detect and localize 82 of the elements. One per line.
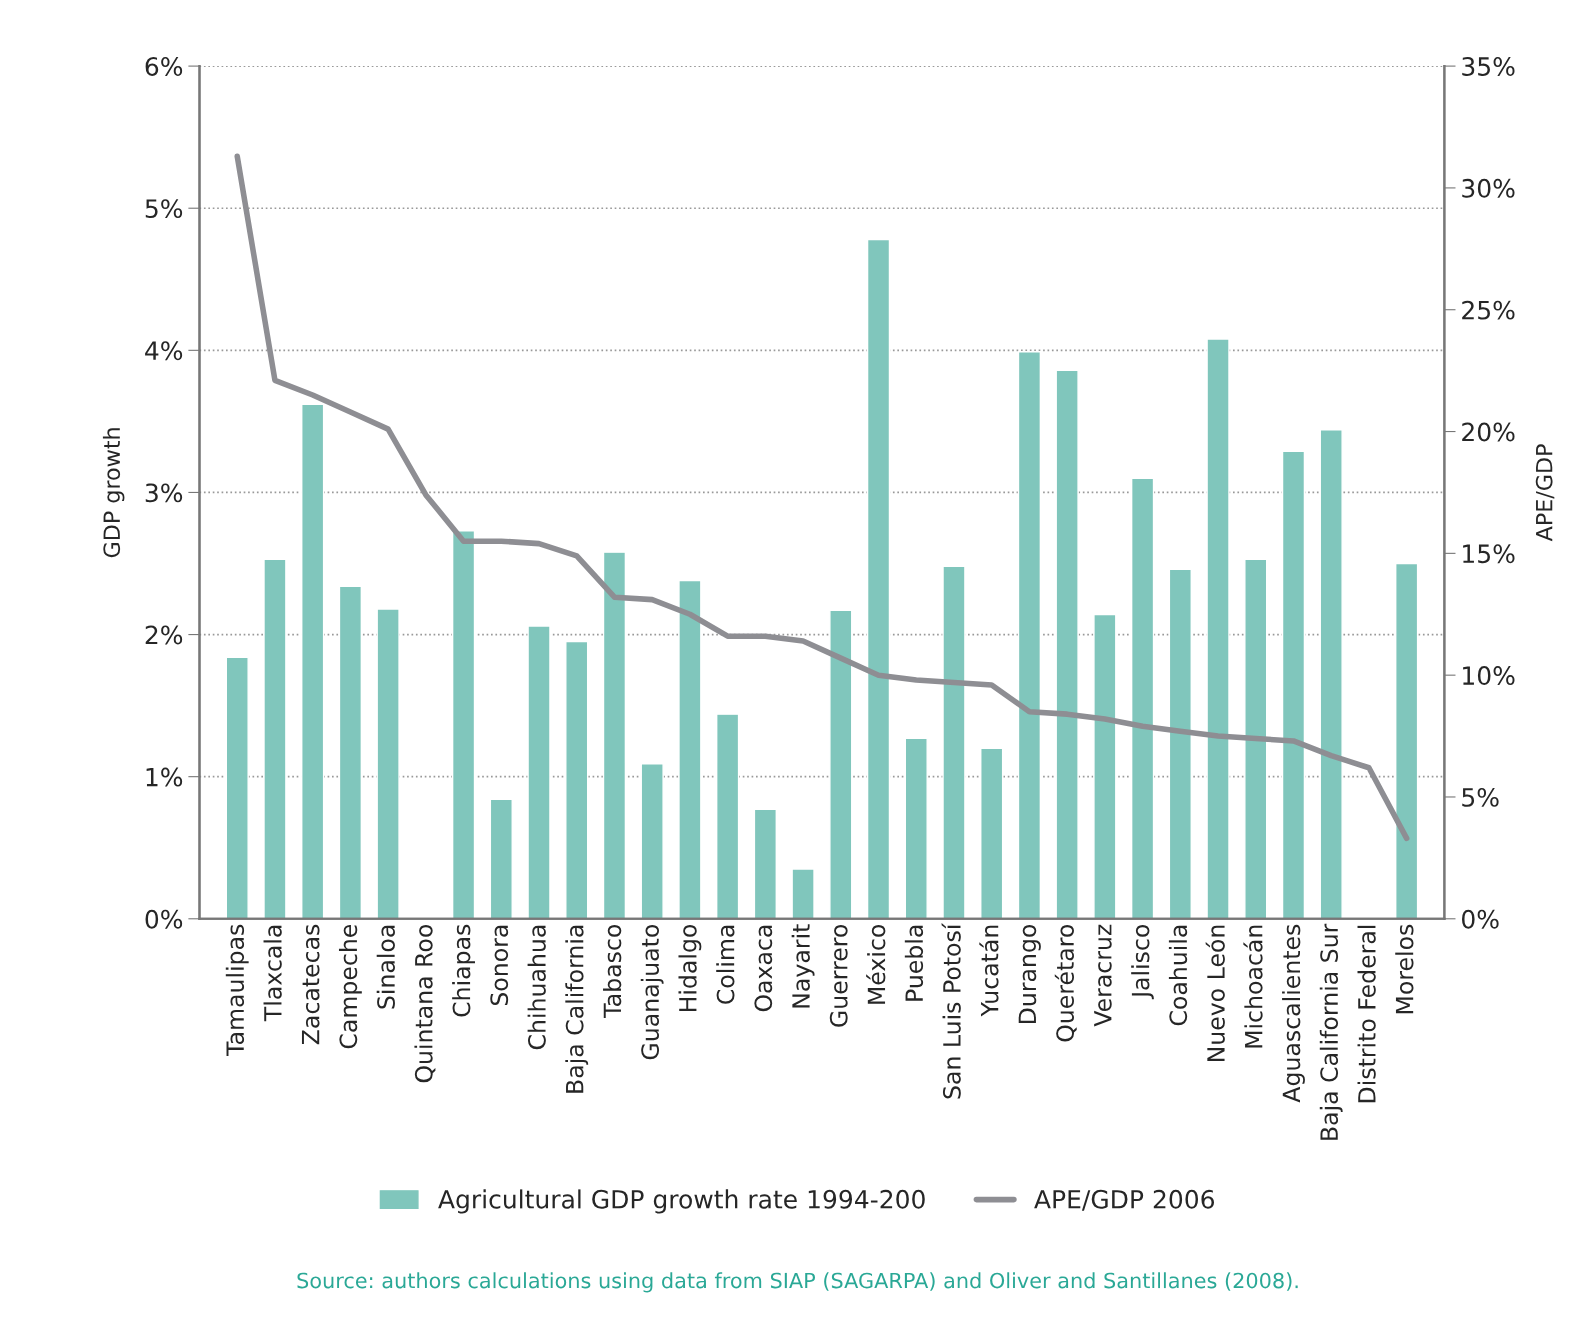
bar (753, 808, 777, 919)
y2-axis-title: APE/GDP (1535, 444, 1555, 542)
bar (527, 625, 551, 919)
x-tick-label: Sonora (490, 925, 509, 1006)
x-tick-label: Chiapas (452, 924, 475, 1017)
x-tick-label: Jalisco (1131, 924, 1154, 1000)
bar (489, 798, 513, 919)
source-note: Source: authors calculations using data from SIAP (SAGARPA) and Oliver and Santillanes (2008). (297, 1272, 1298, 1293)
x-tick-label: Querétaro (1054, 924, 1077, 1042)
x-tick-label: Quintana Roo (414, 924, 436, 1083)
x-tick-label: Nayarit (791, 924, 815, 1008)
y-tick-label: 2% (145, 625, 183, 645)
bar (904, 737, 928, 919)
y2-tick-label: 30% (1462, 178, 1515, 198)
x-tick-label: Morelos (1395, 924, 1414, 1014)
bar (1130, 477, 1155, 919)
bar (1244, 558, 1268, 919)
x-tick-label: Sinaloa (376, 925, 395, 1009)
bar (640, 763, 664, 919)
y-tick-label: 0% (145, 909, 183, 929)
x-tick-label: Colima (716, 925, 735, 1004)
bar (338, 585, 363, 919)
x-tick-label: Puebla (904, 925, 924, 1001)
bar (376, 608, 400, 919)
bar (1281, 450, 1306, 919)
x-tick-label: Guerrero (829, 924, 848, 1027)
y2-tick-label: 0% (1462, 909, 1499, 929)
y2-tick-label: 25% (1462, 300, 1515, 320)
x-tick-label: México (866, 924, 886, 1004)
x-tick-label: Oaxaca (754, 925, 773, 1012)
bar (1017, 351, 1042, 919)
bar (866, 238, 891, 919)
y2-tick-label: 15% (1463, 544, 1515, 564)
x-tick-label: Guanajuato (640, 924, 664, 1060)
bar (602, 551, 627, 919)
x-tick-label: Aguascalientes (1282, 924, 1305, 1103)
x-tick-label: Nuevo León (1205, 925, 1225, 1062)
bar (980, 747, 1004, 919)
x-tick-label: Hidalgo (678, 924, 702, 1012)
bar (1206, 338, 1230, 919)
y2-tick-label: 20% (1462, 422, 1515, 442)
bar (565, 640, 589, 919)
bar (225, 656, 249, 919)
x-tick-label: Tlaxcala (263, 925, 282, 1022)
legend-label: APE/GDP 2006 (1034, 1189, 1215, 1211)
y2-tick-label: 10% (1463, 666, 1515, 686)
x-tick-label: Baja California Sur (1319, 923, 1343, 1140)
x-tick-label: Veracruz (1094, 924, 1112, 1027)
legend-label: Agricultural GDP growth rate 1994-200 (438, 1189, 925, 1214)
x-tick-label: Zacatecas (301, 924, 320, 1045)
x-tick-label: Tamaulipas (225, 924, 249, 1057)
y-tick-label: 4% (145, 341, 183, 361)
y2-tick-label: 5% (1462, 787, 1499, 807)
bar (1168, 568, 1192, 919)
x-tick-label: Baja California (565, 925, 589, 1093)
bar (1319, 429, 1343, 919)
x-tick-label: Distrito Federal (1357, 925, 1376, 1103)
x-tick-label: San Luis Potosí (941, 923, 961, 1099)
y2-tick-label: 35% (1462, 57, 1515, 76)
x-tick-label: Durango (1018, 924, 1041, 1024)
x-tick-label: Michoacán (1243, 925, 1263, 1048)
bar (1093, 613, 1117, 919)
bar (301, 403, 325, 919)
y-axis-title: GDP growth (102, 428, 125, 558)
bar (791, 868, 815, 919)
x-tick-label: Chihuahua (527, 925, 546, 1050)
y-tick-label: 1% (146, 767, 183, 787)
bar (1055, 369, 1079, 919)
y-tick-label: 3% (145, 483, 183, 503)
bar (1395, 562, 1419, 919)
x-tick-label: Campeche (338, 924, 362, 1049)
bar (263, 558, 287, 919)
bar (451, 530, 476, 919)
bar (829, 609, 853, 919)
x-tick-label: Yucatán (979, 925, 999, 1017)
bar (678, 579, 702, 919)
y-tick-label: 5% (145, 199, 183, 219)
bar (942, 565, 966, 919)
bar (715, 713, 740, 919)
x-tick-label: Tabasco (603, 924, 622, 1018)
x-tick-label: Coahuila (1168, 925, 1188, 1026)
y-tick-label: 6% (145, 57, 183, 76)
